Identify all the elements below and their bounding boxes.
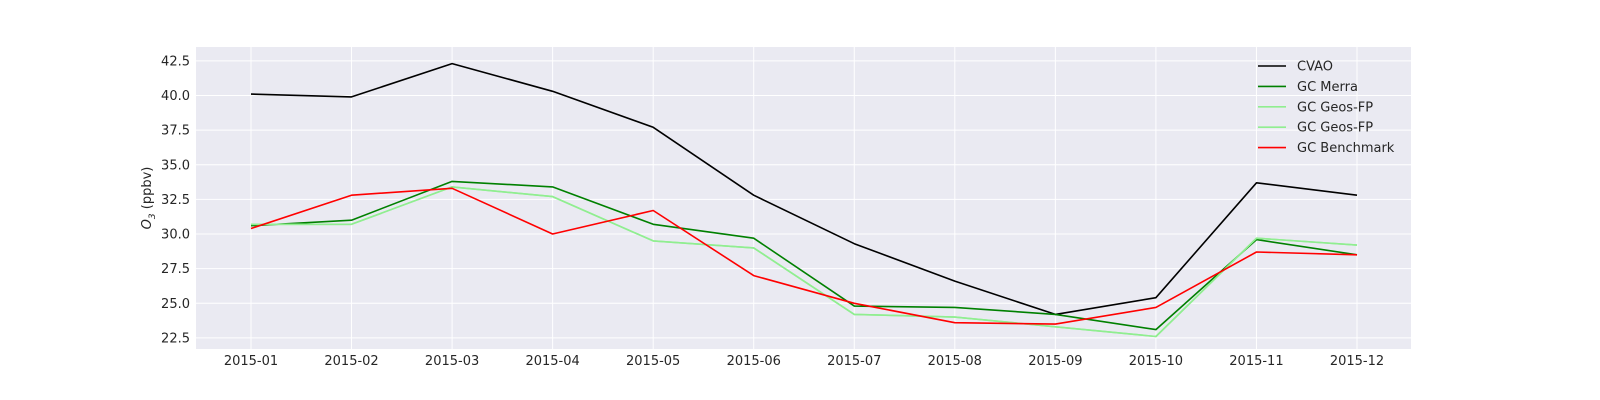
series-line-gc-benchmark-4 — [250, 187, 1358, 325]
legend-item: GC Merra — [1258, 80, 1358, 95]
x-tick-label: 2015-06 — [727, 354, 781, 369]
x-tick-label: 2015-07 — [827, 354, 881, 369]
legend-item: GC Geos-FP — [1258, 121, 1373, 136]
x-tick-label: 2015-12 — [1330, 354, 1384, 369]
series-line-gc-merra-1 — [250, 180, 1358, 331]
grid-lines — [196, 47, 1411, 349]
y-tick-label: 27.5 — [161, 262, 190, 277]
series-line-cvao-0 — [250, 62, 1358, 316]
x-tick-label: 2015-09 — [1028, 354, 1082, 369]
series-lines — [250, 62, 1358, 338]
y-tick-label: 30.0 — [161, 228, 190, 243]
x-tick-label: 2015-05 — [626, 354, 680, 369]
legend-item: GC Benchmark — [1258, 141, 1395, 156]
series-line-gc-geos-fp-3 — [251, 186, 1358, 338]
y-tick-label: 32.5 — [161, 193, 190, 208]
x-tick-label: 2015-01 — [224, 354, 278, 369]
x-tick-label: 2015-08 — [928, 354, 982, 369]
plot-area — [196, 47, 1411, 349]
legend-label: GC Merra — [1297, 80, 1358, 95]
y-axis-label-unit: (ppbv) — [140, 167, 155, 214]
y-tick-label: 37.5 — [161, 124, 190, 139]
legend-label: GC Benchmark — [1297, 141, 1395, 156]
legend: CVAO GC Merra GC Geos-FP GC Geos-FP GC Bench… — [1258, 60, 1395, 156]
y-axis-label: O3 (ppbv) — [140, 167, 158, 230]
legend-label: GC Geos-FP — [1297, 121, 1373, 136]
x-tick-label: 2015-03 — [425, 354, 479, 369]
x-tick-label: 2015-10 — [1129, 354, 1183, 369]
y-tick-label: 40.0 — [161, 89, 190, 104]
legend-item: CVAO — [1258, 60, 1333, 75]
y-tick-label: 25.0 — [161, 297, 190, 312]
y-axis-ticks: 22.5 25.0 27.5 30.0 32.5 35.0 37.5 40.0 42.5 — [161, 54, 190, 346]
legend-label: GC Geos-FP — [1297, 100, 1373, 115]
x-tick-label: 2015-04 — [525, 354, 579, 369]
x-tick-label: 2015-11 — [1229, 354, 1283, 369]
legend-item: GC Geos-FP — [1258, 100, 1373, 115]
x-axis-ticks: 2015-01 2015-02 2015-03 2015-04 2015-05 2015-… — [224, 354, 1384, 369]
y-tick-label: 35.0 — [161, 158, 190, 173]
y-tick-label: 22.5 — [161, 331, 190, 346]
y-axis-label-subscript: 3 — [148, 213, 158, 219]
legend-label: CVAO — [1297, 60, 1333, 75]
x-tick-label: 2015-02 — [324, 354, 378, 369]
y-tick-label: 42.5 — [161, 54, 190, 69]
y-axis-label-main: O — [140, 219, 155, 229]
